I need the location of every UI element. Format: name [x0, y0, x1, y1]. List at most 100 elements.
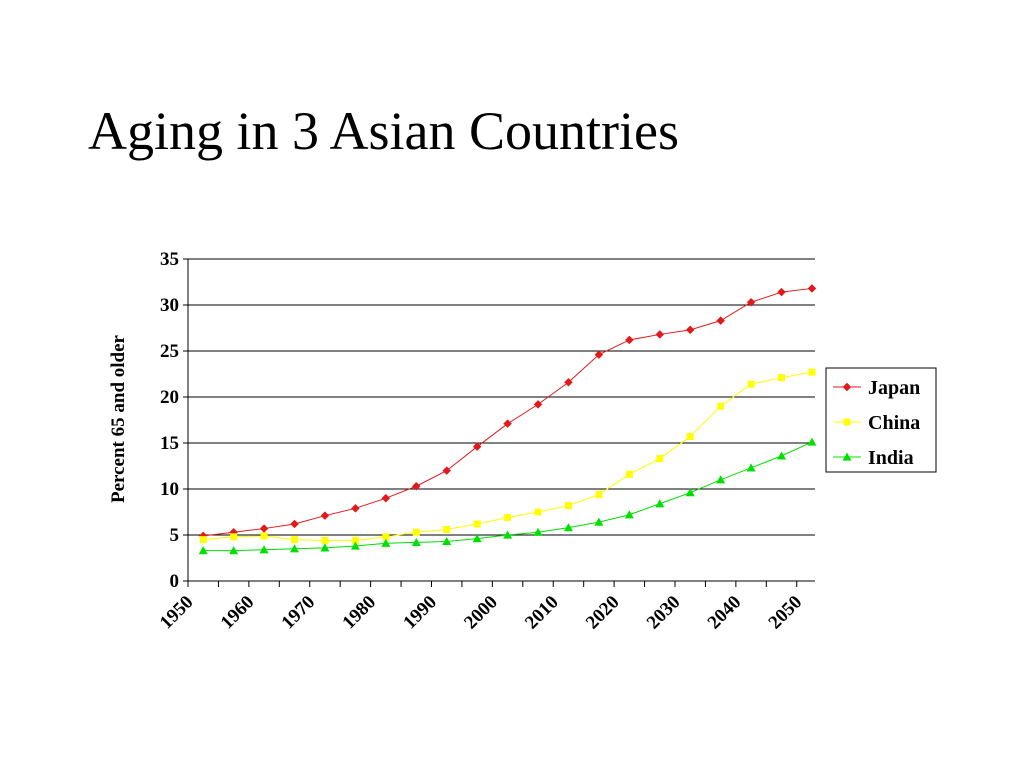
data-point-japan: [503, 419, 512, 429]
x-tick-label: 2040: [704, 592, 746, 634]
data-point-india: [807, 437, 817, 446]
x-tick-label: 2000: [460, 592, 502, 634]
data-point-india: [229, 546, 239, 555]
data-point-india: [350, 541, 360, 550]
data-point-china: [443, 525, 451, 533]
data-point-india: [777, 451, 787, 460]
data-point-japan: [685, 325, 695, 335]
series-japan: [198, 284, 817, 541]
data-point-india: [472, 534, 482, 543]
legend-marker-japan: [842, 382, 852, 392]
data-point-india: [503, 530, 513, 539]
data-point-china: [564, 502, 572, 510]
data-point-india: [563, 523, 573, 532]
y-tick-label: 35: [160, 249, 179, 270]
data-point-india: [594, 517, 604, 526]
series-line-japan: [203, 287, 813, 537]
y-tick-labels: 0 5 10 15 20 25 30 35: [160, 249, 179, 592]
data-point-japan: [351, 503, 360, 513]
y-tick-label: 0: [170, 571, 180, 592]
data-point-india: [716, 475, 726, 484]
x-tick-label: 2020: [582, 592, 624, 634]
legend-marker-india: [842, 452, 852, 461]
y-tick-label: 25: [160, 341, 179, 362]
data-point-china: [595, 491, 603, 499]
data-point-japan: [442, 466, 452, 475]
y-tick-label: 30: [160, 295, 179, 316]
data-point-china: [747, 380, 755, 388]
legend-marker-china: [843, 418, 851, 426]
data-point-japan: [320, 511, 330, 521]
data-point-japan: [594, 350, 604, 360]
data-point-china: [230, 533, 238, 541]
legend-label-china: China: [868, 412, 920, 434]
data-point-japan: [472, 442, 482, 452]
data-point-japan: [564, 377, 573, 387]
axes: [183, 258, 815, 587]
data-point-india: [533, 527, 543, 536]
data-point-japan: [624, 335, 634, 345]
data-point-india: [411, 537, 421, 546]
data-point-india: [381, 538, 391, 547]
data-point-china: [534, 508, 542, 516]
data-point-japan: [259, 524, 269, 533]
data-point-japan: [381, 493, 391, 503]
data-point-india: [655, 499, 665, 508]
x-tick-label: 2010: [521, 592, 563, 634]
data-point-china: [504, 514, 512, 522]
x-tick-label: 1990: [399, 592, 441, 634]
y-axis-title: Percent 65 and older: [108, 334, 129, 503]
data-point-china: [656, 455, 664, 463]
data-point-japan: [777, 287, 786, 297]
data-point-china: [351, 537, 359, 545]
data-point-japan: [655, 330, 665, 339]
data-point-china: [199, 536, 207, 544]
data-point-china: [412, 528, 420, 536]
x-tick-labels: 1950 1960 1970 1980 1990 2000 2010 2020 2030 2040…: [156, 592, 806, 634]
y-tick-label: 5: [170, 525, 180, 546]
data-point-india: [320, 543, 330, 552]
data-point-india: [624, 510, 634, 519]
y-tick-label: 15: [160, 433, 179, 454]
data-point-japan: [746, 297, 756, 307]
data-point-china: [321, 537, 329, 545]
data-point-india: [198, 546, 208, 555]
gridlines: [188, 258, 815, 536]
y-tick-label: 10: [160, 479, 179, 500]
y-tick-label: 20: [160, 387, 179, 408]
data-point-india: [746, 463, 756, 472]
series-india: [198, 437, 817, 555]
x-tick-label: 2050: [765, 592, 807, 634]
data-point-india: [290, 544, 300, 553]
data-point-japan: [411, 481, 421, 491]
data-point-japan: [533, 400, 543, 409]
data-point-china: [382, 533, 390, 541]
x-tick-label: 1950: [156, 592, 198, 634]
legend-label-japan: Japan: [868, 377, 920, 399]
series-layer: [198, 284, 817, 555]
data-point-china: [625, 470, 633, 478]
legend-item-india: India: [833, 447, 914, 469]
data-point-india: [442, 536, 452, 546]
x-tick-label: 2030: [643, 592, 685, 634]
data-point-china: [717, 402, 725, 410]
data-point-china: [778, 374, 786, 382]
data-point-china: [473, 520, 481, 528]
data-point-japan: [716, 316, 725, 325]
data-point-china: [808, 368, 816, 376]
data-point-india: [259, 545, 269, 554]
legend-label-india: India: [868, 447, 914, 469]
legend-item-china: China: [833, 412, 920, 434]
series-china: [199, 368, 816, 545]
data-point-india: [685, 488, 695, 497]
data-point-japan: [290, 519, 299, 529]
data-point-china: [260, 532, 268, 540]
x-tick-label: 1980: [338, 592, 380, 634]
data-point-japan: [807, 284, 817, 293]
legend-item-japan: Japan: [833, 377, 920, 399]
x-tick-label: 1970: [278, 592, 320, 634]
data-point-china: [686, 433, 694, 441]
data-point-china: [291, 536, 299, 544]
